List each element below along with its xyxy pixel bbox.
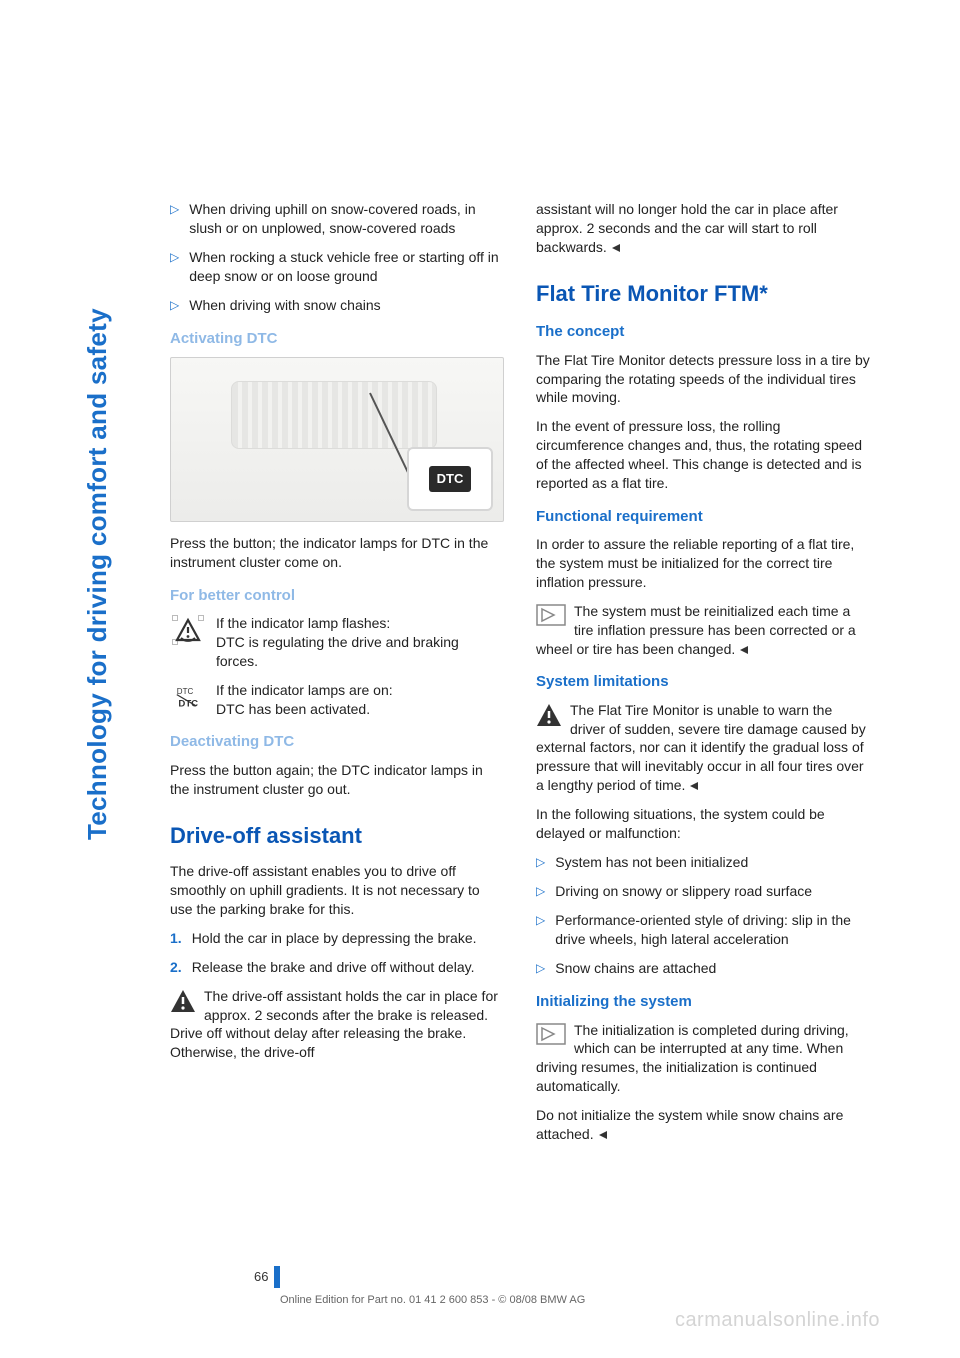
end-triangle-icon [739, 645, 749, 655]
list-item: ▷ When rocking a stuck vehicle free or s… [170, 248, 504, 286]
footer-edition-line: Online Edition for Part no. 01 41 2 600 … [280, 1293, 585, 1308]
indicator-flash-text: If the indicator lamp flashes: DTC is re… [216, 614, 504, 671]
concept-p1: The Flat Tire Monitor detects pressure l… [536, 351, 870, 408]
heading-functional-requirement: Functional requirement [536, 507, 870, 527]
heading-system-limitations: System limitations [536, 672, 870, 692]
watermark-text: carmanualsonline.info [675, 1307, 880, 1334]
dsc-triangle-icon [170, 614, 206, 646]
init-p2-text: Do not initialize the system while snow … [536, 1107, 843, 1142]
step-item: 1. Hold the car in place by depressing t… [170, 929, 504, 948]
step-text: Hold the car in place by depressing the … [192, 929, 477, 948]
note-text: The initialization is completed during d… [536, 1022, 849, 1095]
funcreq-note: The system must be reinitialized each ti… [536, 602, 870, 659]
list-item-text: When driving with snow chains [189, 296, 380, 315]
activating-caption: Press the button; the indicator lamps fo… [170, 534, 504, 572]
end-triangle-icon [611, 243, 621, 253]
step-item: 2. Release the brake and drive off witho… [170, 958, 504, 977]
list-item-text: When driving uphill on snow-covered road… [189, 200, 504, 238]
list-item: ▷ When driving uphill on snow-covered ro… [170, 200, 504, 238]
list-item-text: Driving on snowy or slippery road surfac… [555, 882, 812, 901]
indicator-flash-row: If the indicator lamp flashes: DTC is re… [170, 614, 504, 671]
limits-bullets: ▷ System has not been initialized ▷ Driv… [536, 853, 870, 978]
dtc-usecase-list: ▷ When driving uphill on snow-covered ro… [170, 200, 504, 315]
dtc-button-figure: DTC [170, 357, 504, 522]
page-number-value: 66 [248, 1266, 274, 1288]
bullet-triangle-icon: ▷ [536, 959, 545, 978]
svg-text:DTC: DTC [178, 698, 198, 709]
heading-better-control: For better control [170, 586, 504, 606]
warning-text: The drive-off assistant holds the car in… [170, 988, 498, 1061]
heading-drive-off-assistant: Drive-off assistant [170, 821, 504, 851]
heading-deactivating-dtc: Deactivating DTC [170, 732, 504, 752]
list-item: ▷ When driving with snow chains [170, 296, 504, 315]
list-item-text: System has not been initialized [555, 853, 748, 872]
funcreq-p1: In order to assure the reliable reportin… [536, 535, 870, 592]
heading-concept: The concept [536, 322, 870, 342]
right-column: assistant will no longer hold the car in… [536, 200, 870, 1154]
list-item: ▷ Driving on snowy or slippery road surf… [536, 882, 870, 901]
note-text: The system must be reinitialized each ti… [536, 603, 856, 657]
drive-off-intro: The drive-off assistant enables you to d… [170, 862, 504, 919]
heading-ftm: Flat Tire Monitor FTM* [536, 279, 870, 309]
init-note: The initialization is completed during d… [536, 1021, 870, 1097]
page-number-accent [274, 1266, 280, 1288]
svg-text:DTC: DTC [177, 687, 194, 696]
step-number: 2. [170, 958, 182, 977]
limits-lead: In the following situations, the system … [536, 805, 870, 843]
bullet-triangle-icon: ▷ [536, 853, 545, 872]
bullet-triangle-icon: ▷ [170, 200, 179, 238]
end-triangle-icon [598, 1130, 608, 1140]
list-item-text: When rocking a stuck vehicle free or sta… [189, 248, 504, 286]
heading-activating-dtc: Activating DTC [170, 329, 504, 349]
warning-text: The Flat Tire Monitor is unable to warn … [536, 702, 866, 794]
end-triangle-icon [689, 781, 699, 791]
concept-p2: In the event of pressure loss, the rolli… [536, 417, 870, 493]
dtc-button-inset: DTC [407, 447, 493, 511]
warning-triangle-icon [536, 703, 562, 727]
dtc-chip-label: DTC [429, 466, 472, 492]
drive-off-warning: The drive-off assistant holds the car in… [170, 987, 504, 1063]
warning-continuation: assistant will no longer hold the car in… [536, 200, 870, 257]
bullet-triangle-icon: ▷ [536, 882, 545, 901]
warning-triangle-icon [170, 989, 196, 1013]
list-item-text: Snow chains are attached [555, 959, 716, 978]
list-item: ▷ Snow chains are attached [536, 959, 870, 978]
drive-off-steps: 1. Hold the car in place by depressing t… [170, 929, 504, 977]
content-columns: ▷ When driving uphill on snow-covered ro… [170, 200, 870, 1154]
bullet-triangle-icon: ▷ [536, 911, 545, 949]
dtc-label-icon: DTC DTC [170, 681, 206, 713]
step-number: 1. [170, 929, 182, 948]
step-text: Release the brake and drive off without … [192, 958, 475, 977]
page-number: 66 [248, 1266, 280, 1288]
bullet-triangle-icon: ▷ [170, 296, 179, 315]
init-p2: Do not initialize the system while snow … [536, 1106, 870, 1144]
limits-warning: The Flat Tire Monitor is unable to warn … [536, 701, 870, 795]
indicator-on-text: If the indicator lamps are on: DTC has b… [216, 681, 393, 719]
chapter-side-title: Technology for driving comfort and safet… [80, 308, 115, 840]
warning-continuation-text: assistant will no longer hold the car in… [536, 201, 838, 255]
manual-page: Technology for driving comfort and safet… [0, 0, 960, 1358]
bullet-triangle-icon: ▷ [170, 248, 179, 286]
list-item: ▷ System has not been initialized [536, 853, 870, 872]
heading-initializing: Initializing the system [536, 992, 870, 1012]
left-column: ▷ When driving uphill on snow-covered ro… [170, 200, 504, 1154]
indicator-on-row: DTC DTC If the indicator lamps are on: D… [170, 681, 504, 719]
list-item-text: Performance-oriented style of driving: s… [555, 911, 870, 949]
note-arrow-icon [536, 604, 566, 626]
list-item: ▷ Performance-oriented style of driving:… [536, 911, 870, 949]
note-arrow-icon [536, 1023, 566, 1045]
deactivating-body: Press the button again; the DTC indicato… [170, 761, 504, 799]
